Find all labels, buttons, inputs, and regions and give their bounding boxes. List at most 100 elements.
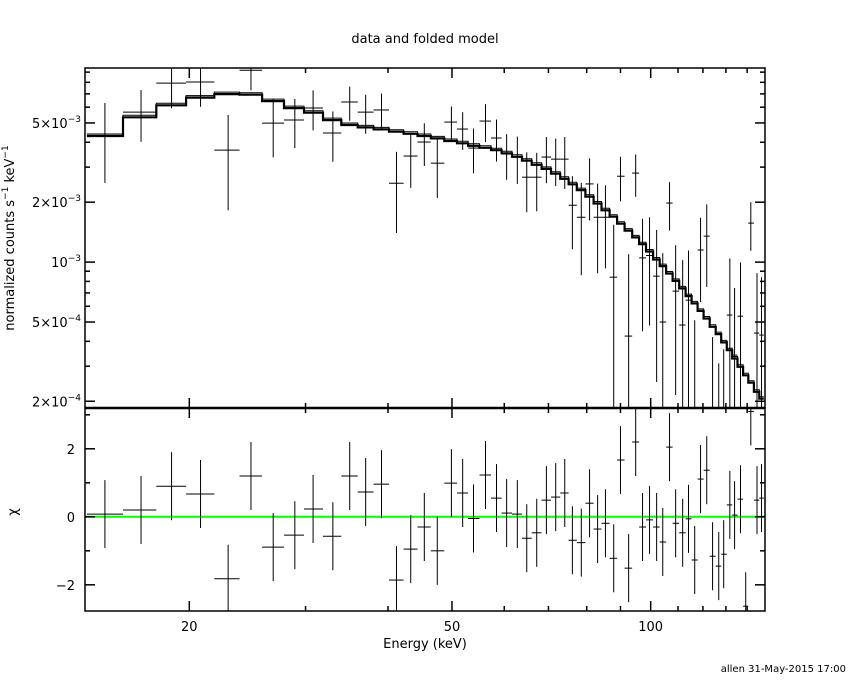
residual-point [490, 464, 502, 533]
residual-point [632, 408, 640, 477]
chi-tick-label: 2 [67, 443, 75, 458]
residual-point [691, 525, 698, 594]
data-point [531, 152, 542, 212]
data-point [568, 176, 577, 250]
residual-point [531, 498, 542, 567]
data-point [444, 106, 458, 142]
residual-point [457, 459, 469, 528]
data-point [593, 183, 602, 274]
residual-point [511, 480, 523, 549]
residual-point [560, 459, 569, 528]
residual-point [715, 532, 722, 601]
residual-point [479, 440, 491, 509]
chi-tick-label: −2 [56, 579, 75, 594]
y-tick-label: 10−3 [51, 254, 81, 271]
data-point [403, 132, 418, 188]
residual-point [624, 534, 633, 603]
data-point [639, 218, 647, 332]
data-point [697, 217, 704, 303]
residual-point [444, 449, 458, 518]
residual-point [753, 466, 760, 535]
data-point [666, 182, 673, 231]
residual-point [430, 516, 445, 585]
data-point [617, 156, 625, 202]
residual-point [732, 481, 738, 550]
residual-point [672, 489, 680, 558]
data-point [122, 89, 157, 142]
tick-exponent: −4 [68, 314, 82, 324]
residual-point [685, 484, 692, 553]
tick-mantissa: 2×10 [32, 196, 68, 211]
x-tick-label: 100 [638, 620, 663, 635]
residual-point [357, 457, 374, 526]
chi-tick-label: 0 [67, 511, 75, 526]
residual-point [703, 436, 710, 505]
data-point [753, 273, 760, 408]
data-point [624, 254, 633, 408]
residual-point [726, 470, 733, 539]
data-point [511, 136, 523, 184]
residual-point [659, 507, 667, 576]
data-point [417, 123, 431, 166]
data-point [388, 151, 404, 234]
data-point [457, 112, 469, 150]
y-label-part: keV [3, 158, 18, 186]
tick-exponent: −3 [68, 254, 81, 264]
data-point [501, 134, 512, 180]
data-point [703, 204, 710, 287]
data-point [373, 93, 389, 131]
data-point [541, 137, 552, 184]
data-point [672, 245, 680, 396]
x-tick-label: 50 [444, 620, 461, 635]
y-axis-label-top: normalized counts s−1 keV−1 [1, 145, 18, 330]
y-label-exp: −1 [1, 187, 11, 200]
residual-point [593, 495, 602, 564]
residual-point [666, 413, 673, 482]
data-point [239, 68, 263, 91]
data-point [357, 94, 374, 134]
residual-point [322, 502, 342, 571]
data-point [479, 104, 491, 143]
residual-point [417, 493, 431, 562]
residual-point [576, 508, 586, 577]
y-tick-label: 2×10−3 [32, 194, 81, 211]
data-point [468, 128, 480, 174]
residual-point [737, 465, 744, 534]
data-point [576, 182, 586, 276]
x-tick-label: 20 [181, 620, 198, 635]
residual-point [303, 474, 323, 543]
residual-point [585, 469, 594, 538]
data-point [632, 154, 640, 197]
residual-point [639, 493, 647, 562]
y-tick-label: 5×10−4 [32, 314, 81, 331]
residual-point [239, 442, 263, 511]
residual-point [609, 524, 618, 593]
data-point [679, 260, 686, 408]
residual-point [541, 466, 552, 535]
residual-point [653, 493, 660, 562]
data-point [748, 202, 754, 251]
y-axis-label-chi: χ [6, 508, 21, 516]
residual-point [214, 544, 240, 611]
data-point [214, 115, 240, 211]
residual-point [522, 504, 532, 573]
residual-point [156, 452, 187, 521]
tick-mantissa: 5×10 [32, 117, 68, 132]
tick-mantissa: 10 [51, 256, 68, 271]
data-point [659, 253, 667, 408]
y-tick-label: 5×10−3 [32, 115, 81, 132]
data-point [609, 224, 618, 408]
residual-point [468, 484, 480, 553]
residual-point [501, 479, 512, 548]
residual-point [601, 489, 610, 558]
y-label-part: normalized counts s [3, 200, 18, 331]
residual-point [122, 476, 157, 545]
data-point [646, 217, 654, 326]
residual-point [403, 515, 418, 584]
data-point [585, 158, 594, 221]
data-point [262, 98, 285, 158]
data-point [303, 90, 323, 131]
data-point [430, 138, 445, 198]
data-point [726, 258, 733, 408]
